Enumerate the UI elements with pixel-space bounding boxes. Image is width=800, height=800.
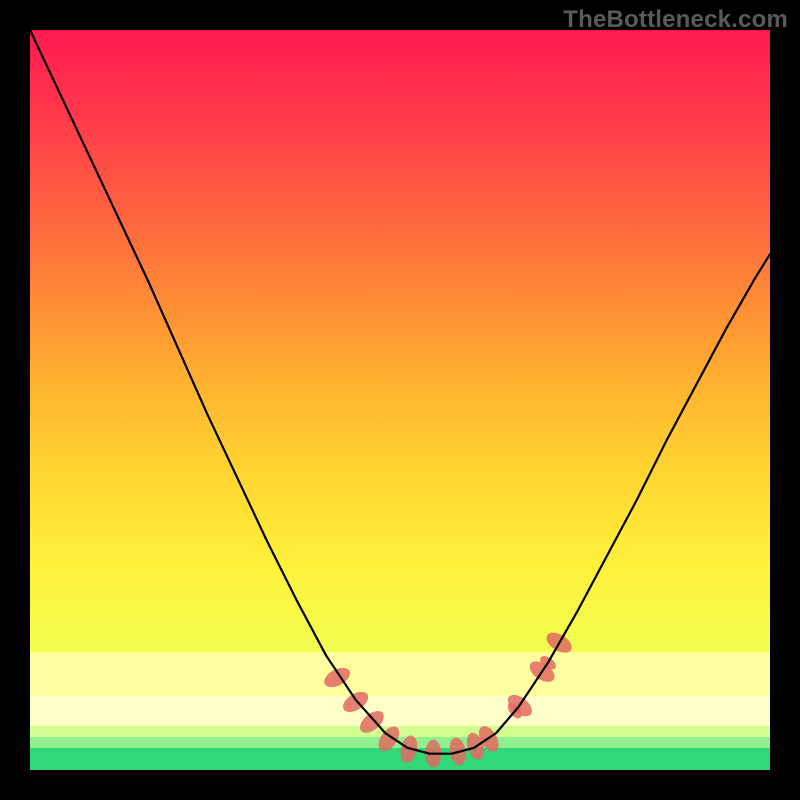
- chart-frame: TheBottleneck.com: [0, 0, 800, 800]
- curve-layer: [30, 30, 770, 770]
- markers-group: [321, 628, 575, 767]
- bottleneck-curve: [30, 30, 770, 754]
- marker-blob: [374, 723, 403, 755]
- marker-blob: [356, 707, 388, 737]
- plot-area: [30, 30, 770, 770]
